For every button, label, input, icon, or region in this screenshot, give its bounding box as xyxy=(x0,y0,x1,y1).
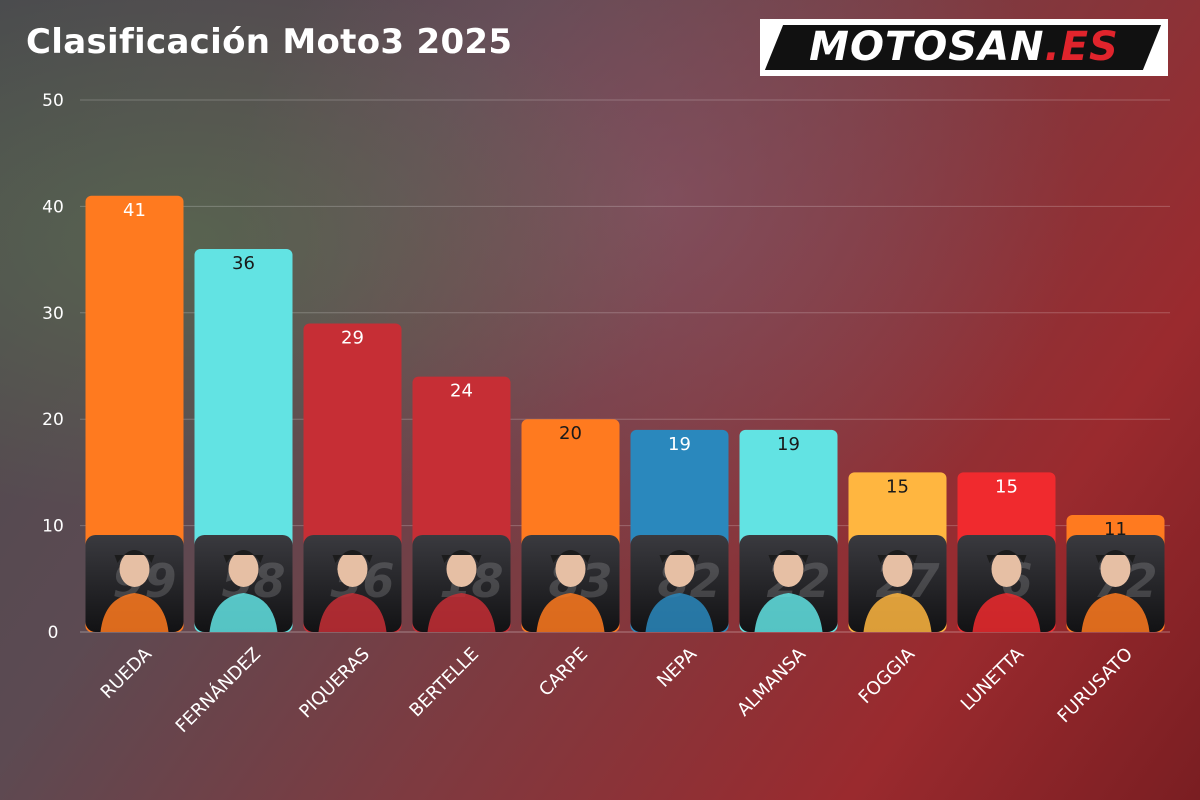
rider-cap xyxy=(877,550,918,563)
rider-cap xyxy=(114,550,155,563)
rider-suit xyxy=(1081,593,1150,632)
x-tick-label: FOGGIA xyxy=(855,643,920,708)
logo-text-main: MOTOSAN xyxy=(809,24,1045,70)
bar-rueda xyxy=(85,195,184,632)
logo-text: MOTOSAN.ES xyxy=(760,19,1168,76)
rider-face xyxy=(337,551,368,587)
rider-cap xyxy=(550,550,591,563)
data-label: 11 xyxy=(1104,519,1127,540)
rider-face xyxy=(882,551,913,587)
rider-suit xyxy=(536,593,605,632)
data-label: 19 xyxy=(777,434,800,455)
rider-cap xyxy=(1095,550,1136,563)
data-label: 41 xyxy=(123,200,146,221)
rider-face xyxy=(1100,551,1131,587)
x-tick-label: CARPE xyxy=(535,644,592,701)
rider-face xyxy=(664,551,695,587)
rider-face xyxy=(446,551,477,587)
data-label: 15 xyxy=(995,476,1018,497)
y-tick-label: 20 xyxy=(42,410,64,430)
data-label: 29 xyxy=(341,327,364,348)
rider-suit xyxy=(863,593,932,632)
rider-suit xyxy=(318,593,387,632)
rider-suit xyxy=(209,593,278,632)
data-label: 24 xyxy=(450,381,473,402)
x-tick-label: NEPA xyxy=(653,643,701,691)
data-label: 19 xyxy=(668,434,691,455)
rider-suit xyxy=(100,593,169,632)
rider-face xyxy=(555,551,586,587)
x-tick-label: BERTELLE xyxy=(405,644,483,722)
rider-cap xyxy=(223,550,264,563)
x-tick-label: FURUSATO xyxy=(1054,644,1137,727)
x-tick-label: FERNÁNDEZ xyxy=(171,643,265,737)
y-tick-label: 50 xyxy=(42,91,64,111)
rider-cap xyxy=(768,550,809,563)
x-tick-label: PIQUERAS xyxy=(295,644,374,723)
rider-cap xyxy=(986,550,1027,563)
rider-cap xyxy=(659,550,700,563)
y-tick-label: 30 xyxy=(42,304,64,324)
data-label: 36 xyxy=(232,253,255,274)
x-tick-label: RUEDA xyxy=(97,643,157,703)
y-tick-label: 10 xyxy=(42,517,64,537)
x-tick-label: ALMANSA xyxy=(733,643,810,720)
y-tick-label: 40 xyxy=(42,197,64,217)
y-tick-label: 0 xyxy=(48,623,59,643)
rider-suit xyxy=(645,593,714,632)
data-label: 15 xyxy=(886,476,909,497)
rider-suit xyxy=(972,593,1041,632)
rider-cap xyxy=(332,550,373,563)
logo-text-accent: .ES xyxy=(1044,24,1119,70)
chart-title: Clasificación Moto3 2025 xyxy=(26,22,513,62)
rider-face xyxy=(773,551,804,587)
x-tick-label: LUNETTA xyxy=(957,643,1029,715)
rider-face xyxy=(228,551,259,587)
rider-cap xyxy=(441,550,482,563)
motosan-logo: MOTOSAN.ES xyxy=(760,19,1168,76)
rider-suit xyxy=(754,593,823,632)
rider-suit xyxy=(427,593,496,632)
data-label: 20 xyxy=(559,423,582,444)
rider-face xyxy=(991,551,1022,587)
rider-face xyxy=(119,551,150,587)
